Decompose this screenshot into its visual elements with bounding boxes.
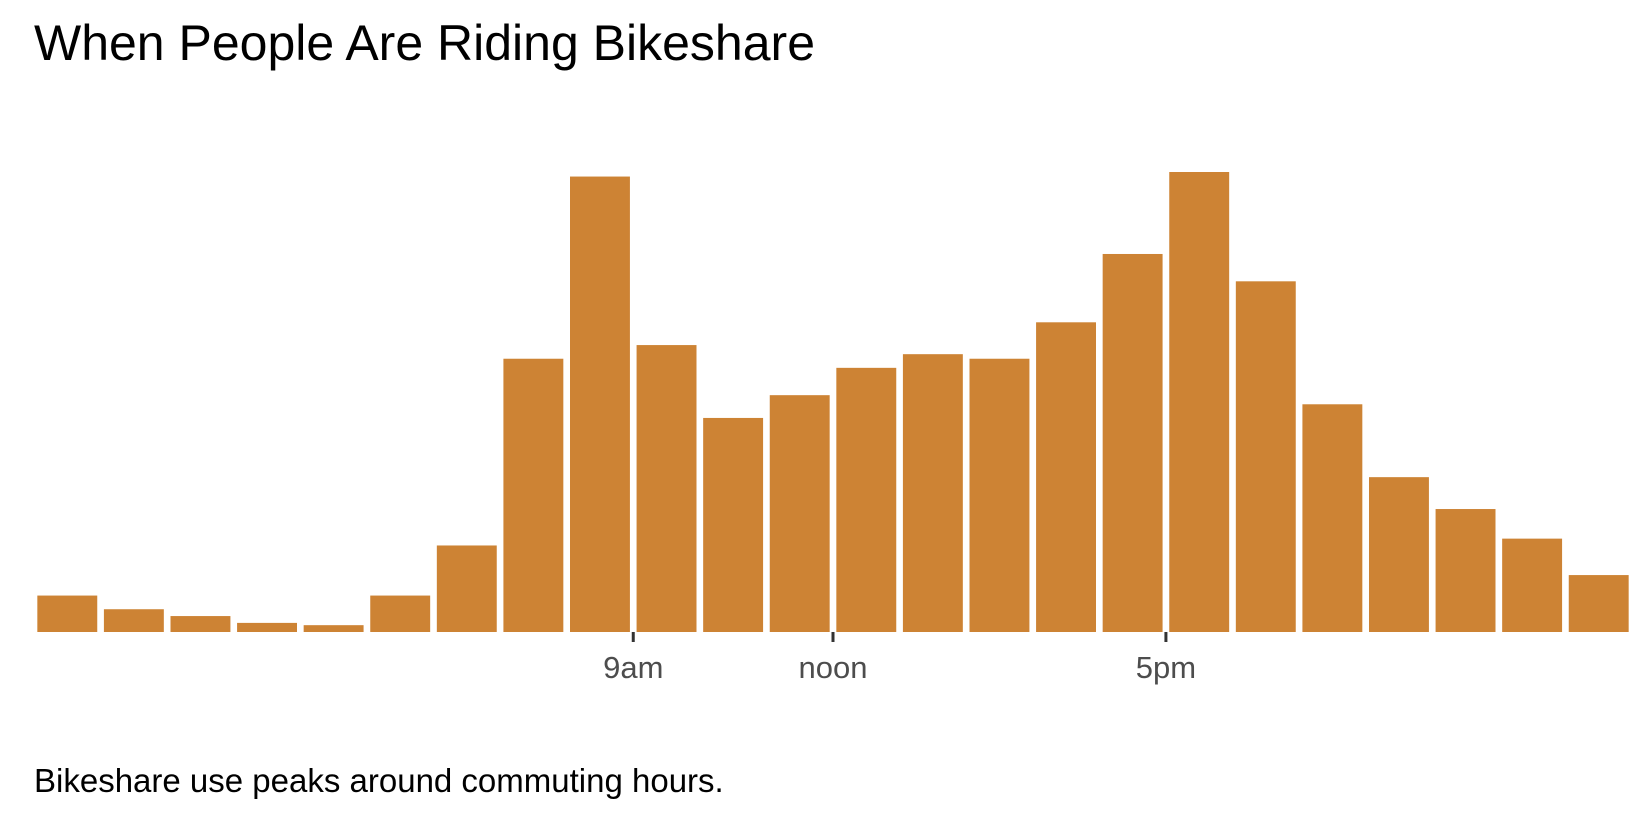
bar-hour-10 xyxy=(703,417,764,632)
bar-hour-12 xyxy=(836,367,897,632)
bar-hour-16 xyxy=(1102,253,1163,633)
bar-hour-5 xyxy=(370,595,431,632)
bars-group xyxy=(37,172,1629,633)
bar-hour-3 xyxy=(237,622,297,632)
bar-hour-22 xyxy=(1502,538,1563,632)
bar-hour-15 xyxy=(1036,322,1096,632)
x-axis: 9am noon 5pm xyxy=(603,632,1196,685)
bar-hour-0 xyxy=(37,595,98,632)
chart-caption: Bikeshare use peaks around commuting hou… xyxy=(34,762,724,799)
bar-hour-11 xyxy=(769,395,830,632)
bar-hour-19 xyxy=(1302,404,1363,632)
bar-hour-9 xyxy=(636,345,697,632)
bar-hour-7 xyxy=(503,358,564,632)
bar-hour-23 xyxy=(1568,575,1629,632)
bar-hour-14 xyxy=(969,358,1030,632)
bar-hour-17 xyxy=(1169,172,1230,632)
x-tick-label: noon xyxy=(799,650,868,685)
x-tick-label: 5pm xyxy=(1136,650,1196,685)
bar-hour-4 xyxy=(303,625,364,632)
bar-hour-13 xyxy=(902,354,963,632)
bar-hour-21 xyxy=(1435,509,1496,632)
bar-hour-2 xyxy=(170,616,231,632)
chart-title: When People Are Riding Bikeshare xyxy=(34,15,816,71)
bar-hour-6 xyxy=(436,545,497,632)
bar-hour-8 xyxy=(570,176,630,633)
x-tick-label: 9am xyxy=(603,650,663,685)
bar-hour-18 xyxy=(1235,281,1296,632)
bar-hour-1 xyxy=(103,609,164,632)
bar-hour-20 xyxy=(1369,477,1429,632)
